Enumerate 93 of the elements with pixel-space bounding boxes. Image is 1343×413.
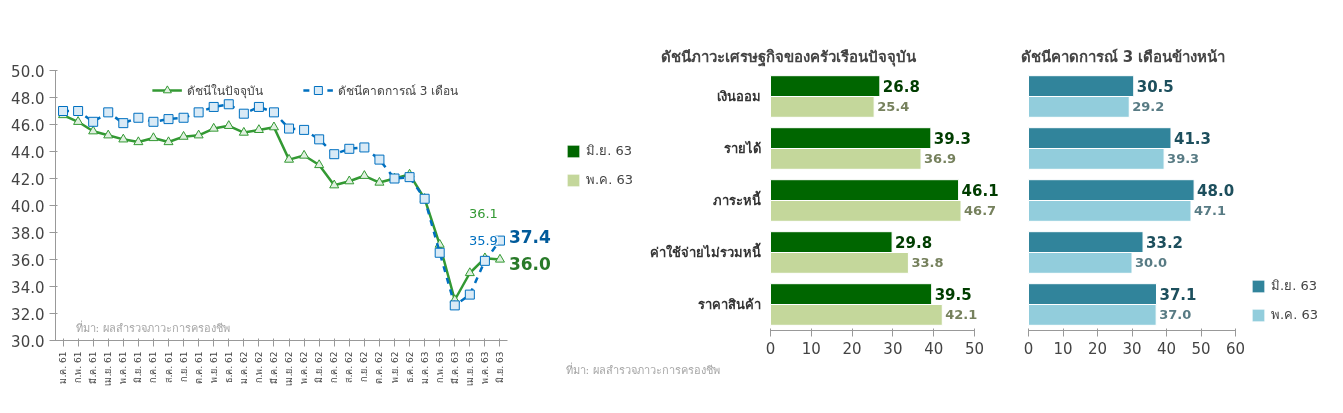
data-label: 33.8	[911, 255, 944, 271]
x-tick-label: มิ.ย. 63	[494, 351, 505, 383]
y-tick-label: เงินออม	[716, 89, 761, 104]
x-tick-label: ต.ค. 61	[193, 351, 204, 384]
data-label: 48.0	[1197, 182, 1235, 201]
y-tick-label: 36.0	[11, 251, 45, 270]
x-tick-label: 10	[801, 339, 821, 358]
y-tick-label: 38.0	[11, 224, 45, 243]
x-tick-label: เม.ย. 62	[284, 351, 295, 386]
data-label: 42.1	[945, 307, 978, 323]
x-tick-label: มี.ค. 61	[88, 351, 99, 384]
data-label: 41.3	[1173, 130, 1211, 149]
x-tick-label: ม.ค. 62	[238, 351, 249, 384]
data-label: 46.1	[961, 182, 999, 201]
legend-label: พ.ค. 63	[586, 171, 633, 189]
x-tick-label: 0	[765, 339, 776, 358]
annotation: 35.9	[468, 232, 498, 248]
annotation: ที่มา: ผลสำรวจภาวะการครองชีพ	[75, 319, 230, 335]
x-tick-label: ม.ค. 61	[58, 351, 69, 384]
data-label: 37.1	[1159, 286, 1197, 305]
x-tick-label: เม.ย. 61	[103, 351, 114, 386]
y-tick-label: ค่าใช้จ่ายไม่รวมหนี้	[649, 242, 761, 260]
y-tick-label: ราคาสินค้า	[697, 297, 761, 312]
x-tick-label: 0	[1023, 339, 1034, 358]
y-tick-label: 48.0	[11, 89, 45, 108]
data-label: 39.3	[933, 130, 971, 149]
chart-title: ดัชนีคาดการณ์ 3 เดือนข้างหน้า	[1020, 47, 1226, 66]
y-tick-label: 30.0	[11, 332, 45, 351]
x-tick-label: ก.ย. 61	[178, 351, 189, 382]
x-tick-label: 40	[924, 339, 944, 358]
x-tick-label: 10	[1053, 339, 1073, 358]
legend-label: มิ.ย. 63	[586, 142, 632, 160]
x-tick-label: 40	[1156, 339, 1177, 358]
x-tick-label: 50	[964, 339, 985, 358]
y-tick-label: ภาระหนี้	[712, 190, 761, 208]
x-tick-label: 30	[1122, 339, 1142, 358]
x-tick-label: ธ.ค. 61	[223, 351, 234, 383]
x-tick-label: พ.ค. 61	[118, 351, 129, 384]
x-tick-label: พ.ย. 62	[389, 351, 400, 383]
legend-label: ดัชนีในปัจจุบัน	[186, 82, 263, 100]
x-tick-label: มิ.ย. 62	[314, 351, 325, 383]
x-tick-label: ส.ค. 61	[163, 351, 174, 383]
y-tick-label: 42.0	[11, 170, 45, 189]
x-tick-label: ก.ค. 62	[329, 351, 340, 383]
y-tick-label: 46.0	[11, 116, 45, 135]
data-label: 39.5	[934, 286, 972, 305]
x-tick-label: เม.ย. 63	[464, 351, 475, 386]
data-label: 29.2	[1132, 99, 1165, 115]
data-label: 29.8	[895, 234, 933, 253]
x-tick-label: มิ.ย. 61	[133, 351, 144, 383]
x-tick-label: พ.ค. 62	[299, 351, 310, 384]
x-tick-label: ก.ย. 62	[359, 351, 370, 382]
data-label: 46.7	[964, 203, 997, 219]
text: ที่มา: ผลสำรวจภาวะการครองชีพ	[565, 361, 720, 377]
x-tick-label: ต.ค. 62	[374, 351, 385, 384]
data-label: 37.0	[1159, 307, 1192, 323]
x-tick-label: ส.ค. 62	[344, 351, 355, 383]
data-label: 30.0	[1135, 255, 1168, 271]
y-tick-label: 40.0	[11, 197, 45, 216]
legend-label: พ.ค. 63	[1271, 306, 1318, 324]
legend-label: มิ.ย. 63	[1271, 277, 1317, 295]
x-tick-label: ก.ค. 61	[148, 351, 159, 383]
data-label: 47.1	[1193, 203, 1227, 219]
data-label: 39.3	[1167, 151, 1200, 167]
y-tick-label: 34.0	[11, 278, 45, 297]
x-tick-label: 30	[883, 339, 903, 358]
x-tick-label: ก.พ. 61	[73, 351, 84, 383]
x-tick-label: มี.ค. 62	[268, 351, 279, 384]
data-label: 26.8	[882, 78, 920, 97]
legend-label: ดัชนีคาดการณ์ 3 เดือน	[337, 82, 459, 100]
x-tick-label: พ.ย. 61	[208, 351, 219, 383]
y-tick-label: 32.0	[11, 305, 45, 324]
x-tick-label: 20	[842, 339, 862, 358]
data-label: 36.9	[924, 151, 957, 167]
annotation: 36.1	[468, 206, 498, 222]
data-label: 25.4	[877, 99, 910, 115]
data-label: 33.2	[1146, 234, 1184, 253]
x-tick-label: ธ.ค. 62	[404, 351, 415, 383]
y-tick-label: 50.0	[11, 62, 45, 81]
x-tick-label: 20	[1087, 339, 1108, 358]
x-tick-label: 60	[1225, 339, 1246, 358]
x-tick-label: พ.ค. 63	[479, 351, 490, 384]
data-label: 30.5	[1136, 78, 1174, 97]
y-tick-label: รายได้	[723, 140, 761, 156]
x-tick-label: ก.พ. 62	[253, 351, 264, 383]
annotation: 37.4	[508, 226, 552, 247]
x-tick-label: มี.ค. 63	[449, 351, 460, 384]
chart-title: ดัชนีภาวะเศรษฐกิจของครัวเรือนปัจจุบัน	[660, 47, 917, 67]
x-tick-label: 50	[1191, 339, 1211, 358]
x-tick-label: ม.ค. 63	[419, 351, 430, 384]
y-tick-label: 44.0	[11, 143, 45, 162]
x-tick-label: ก.พ. 63	[434, 351, 445, 383]
annotation: 36.0	[508, 253, 552, 274]
